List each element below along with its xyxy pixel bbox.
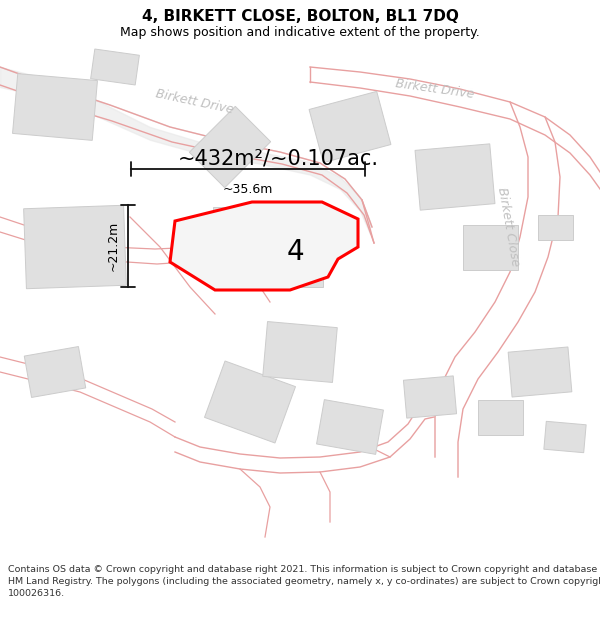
Polygon shape: [403, 376, 457, 418]
Polygon shape: [263, 321, 337, 382]
Polygon shape: [205, 361, 295, 443]
Polygon shape: [91, 49, 139, 85]
Text: Map shows position and indicative extent of the property.: Map shows position and indicative extent…: [120, 26, 480, 39]
Polygon shape: [190, 106, 271, 188]
Text: 4: 4: [287, 238, 304, 266]
Polygon shape: [170, 202, 358, 290]
Text: Birkett Drive: Birkett Drive: [155, 88, 235, 117]
Polygon shape: [544, 421, 586, 452]
Text: ~432m²/~0.107ac.: ~432m²/~0.107ac.: [178, 149, 379, 169]
Polygon shape: [463, 224, 517, 269]
Text: 4, BIRKETT CLOSE, BOLTON, BL1 7DQ: 4, BIRKETT CLOSE, BOLTON, BL1 7DQ: [142, 9, 458, 24]
Polygon shape: [538, 214, 572, 239]
Polygon shape: [309, 91, 391, 162]
Polygon shape: [478, 399, 523, 434]
Text: ~21.2m: ~21.2m: [107, 221, 120, 271]
Polygon shape: [23, 205, 127, 289]
Text: Birkett Close: Birkett Close: [494, 186, 521, 268]
Polygon shape: [508, 347, 572, 397]
Polygon shape: [13, 74, 97, 141]
Polygon shape: [415, 144, 495, 210]
Polygon shape: [24, 346, 86, 398]
Polygon shape: [213, 207, 323, 287]
Polygon shape: [317, 399, 383, 454]
Text: Birkett Drive: Birkett Drive: [395, 77, 475, 101]
Text: Contains OS data © Crown copyright and database right 2021. This information is : Contains OS data © Crown copyright and d…: [8, 565, 600, 598]
Text: ~35.6m: ~35.6m: [223, 183, 273, 196]
